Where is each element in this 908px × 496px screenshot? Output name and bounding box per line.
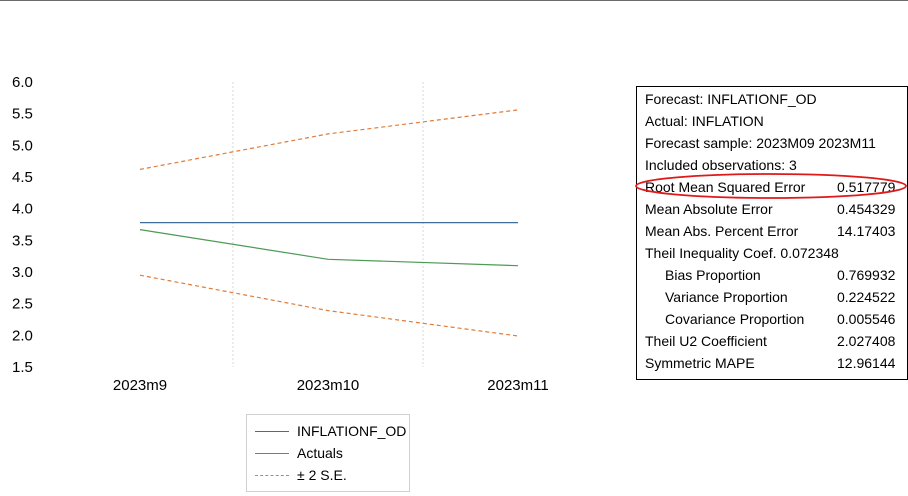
stat-value: 0.454329: [837, 201, 896, 217]
stat-row: Bias Proportion 0.769932: [645, 265, 901, 285]
stat-label: Actual: INFLATION: [645, 113, 764, 129]
stat-row: Variance Proportion 0.224522: [645, 287, 901, 307]
x-tick-label: 2023m11: [487, 377, 548, 394]
legend-swatch-se-band: [255, 474, 289, 476]
stat-label: Variance Proportion: [665, 289, 788, 305]
legend-item-se-band: ± 2 S.E.: [255, 465, 347, 485]
stat-row: Actual: INFLATION: [645, 111, 901, 131]
stat-label: Forecast: INFLATIONF_OD: [645, 91, 817, 107]
stat-label: Mean Abs. Percent Error: [645, 223, 799, 239]
stat-value: 0.005546: [837, 311, 896, 327]
stat-value: 0.769932: [837, 267, 896, 283]
legend-item-forecast: INFLATIONF_OD: [255, 421, 406, 441]
y-tick-label: 6.0: [12, 74, 33, 91]
stat-label: Bias Proportion: [665, 267, 761, 283]
legend-swatch-forecast: [255, 430, 289, 432]
series-line-se-lower: [139, 274, 519, 337]
stat-label: Included observations: 3: [645, 157, 797, 173]
stat-value: 2.027408: [837, 333, 896, 349]
stat-label: Theil U2 Coefficient: [645, 333, 767, 349]
stat-row: Forecast sample: 2023M09 2023M11: [645, 133, 901, 153]
legend-label-se-band: ± 2 S.E.: [297, 467, 347, 483]
y-tick-label: 1.5: [12, 359, 33, 376]
legend-swatch-actuals: [255, 452, 289, 454]
stat-value: 12.96144: [837, 355, 896, 371]
y-tick-label: 3.5: [12, 232, 33, 249]
stat-value: 0.224522: [837, 289, 896, 305]
stat-label: Mean Absolute Error: [645, 201, 773, 217]
y-tick-label: 2.0: [12, 327, 33, 344]
stat-row: Mean Absolute Error 0.454329: [645, 199, 901, 219]
stat-row: Root Mean Squared Error 0.517779: [645, 177, 901, 197]
stat-row: Theil U2 Coefficient 2.027408: [645, 331, 901, 351]
y-tick-label: 4.0: [12, 201, 33, 218]
y-tick-label: 4.5: [12, 169, 33, 186]
stat-row: Forecast: INFLATIONF_OD: [645, 89, 901, 109]
series-line-actuals: [139, 229, 519, 267]
stat-label: Symmetric MAPE: [645, 355, 755, 371]
series-line-se-upper: [139, 109, 519, 170]
legend-label-actuals: Actuals: [297, 445, 343, 461]
chart-legend: INFLATIONF_OD Actuals ± 2 S.E.: [246, 414, 410, 492]
top-border: [0, 0, 908, 1]
x-tick-label: 2023m10: [297, 377, 360, 394]
stat-label: Covariance Proportion: [665, 311, 805, 327]
stat-label: Forecast sample: 2023M09 2023M11: [645, 135, 876, 151]
stat-value: 14.17403: [837, 223, 896, 239]
stat-label: Root Mean Squared Error: [645, 179, 806, 195]
y-tick-label: 3.0: [12, 264, 33, 281]
stat-value: 0.517779: [837, 179, 896, 195]
y-tick-label: 2.5: [12, 296, 33, 313]
stat-row: Theil Inequality Coef. 0.072348: [645, 243, 901, 263]
stat-row: Covariance Proportion 0.005546: [645, 309, 901, 329]
stat-row: Symmetric MAPE 12.96144: [645, 353, 901, 373]
y-tick-label: 5.0: [12, 137, 33, 154]
x-tick-label: 2023m9: [113, 377, 167, 394]
y-tick-label: 5.5: [12, 106, 33, 123]
stat-label: Theil Inequality Coef. 0.072348: [645, 245, 839, 261]
stat-row: Included observations: 3: [645, 155, 901, 175]
forecast-evaluation-table: Forecast: INFLATIONF_OD Actual: INFLATION…: [636, 86, 908, 380]
stat-row: Mean Abs. Percent Error 14.17403: [645, 221, 901, 241]
legend-label-forecast: INFLATIONF_OD: [297, 423, 407, 439]
legend-item-actuals: Actuals: [255, 443, 343, 463]
